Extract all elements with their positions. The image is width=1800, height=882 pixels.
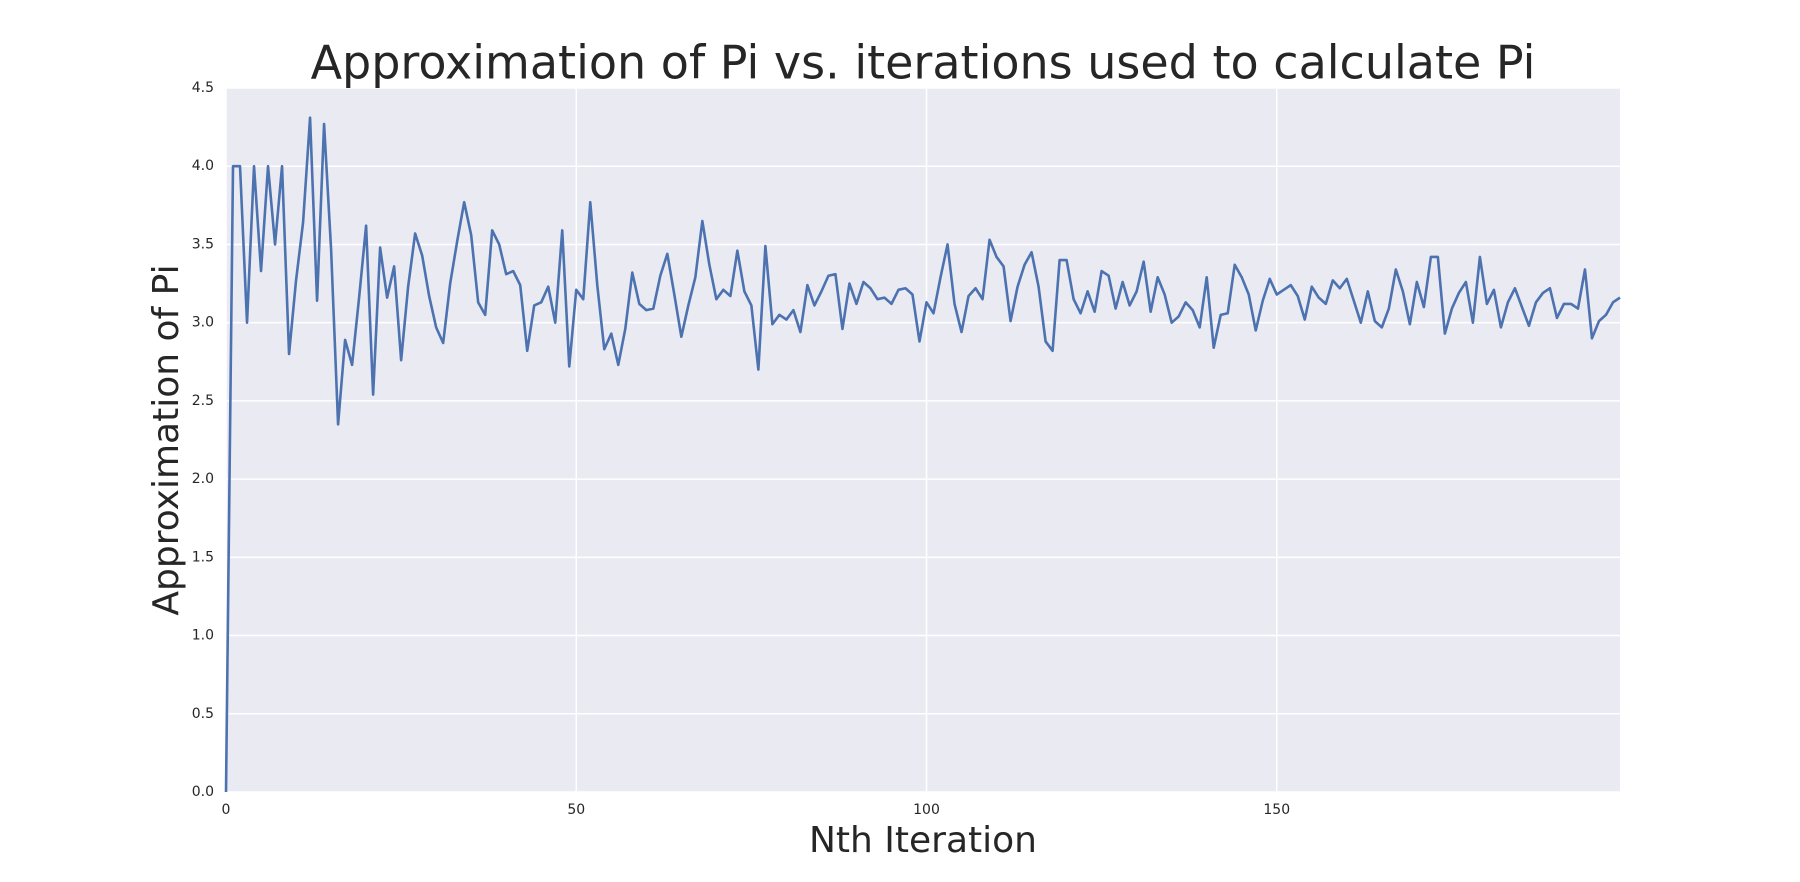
data-line: [224, 116, 1621, 793]
grid: [225, 87, 1620, 793]
y-tick-label: 3.5: [192, 236, 214, 252]
plot-background: [226, 88, 1620, 792]
y-tick-label: 1.5: [192, 549, 214, 565]
y-axis-label: Approximation of Pi: [146, 264, 187, 615]
y-tick-label: 4.0: [192, 158, 214, 174]
y-tick-label: 2.0: [192, 471, 214, 487]
x-axis-label: Nth Iteration: [809, 820, 1037, 861]
x-tick-label: 50: [567, 802, 585, 818]
x-tick-label: 100: [913, 802, 940, 818]
y-tick-label: 4.5: [192, 80, 214, 96]
y-tick-label: 2.5: [192, 393, 214, 409]
y-tick-label: 3.0: [192, 315, 214, 331]
x-tick-label: 150: [1263, 802, 1290, 818]
y-tick-label: 0.5: [192, 706, 214, 722]
y-tick-label: 0.0: [192, 784, 214, 800]
x-tick-label: 0: [222, 802, 231, 818]
chart-title: Approximation of Pi vs. iterations used …: [311, 36, 1536, 90]
marks: [224, 116, 1621, 793]
ticks: 0.0 0.5 1.0 1.5 2.0 2.5 3.0 3.5 4.0 4.5 0 50 100 150: [192, 80, 1290, 818]
y-tick-label: 1.0: [192, 628, 214, 644]
